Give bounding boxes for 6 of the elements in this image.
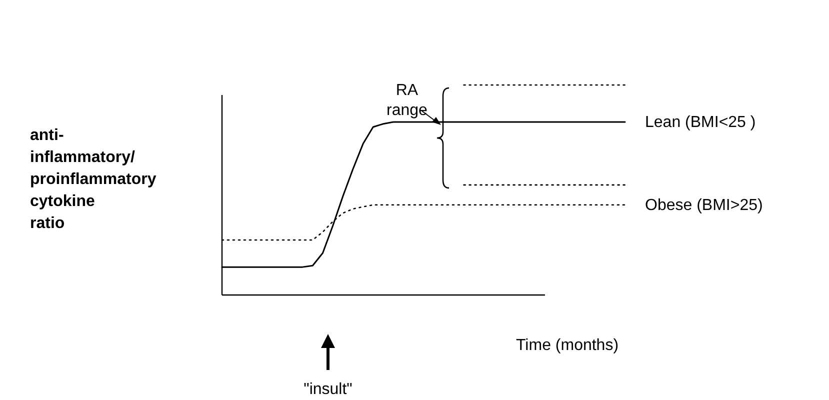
- annotation: RA range: [386, 82, 428, 119]
- y-axis-title: anti- inflammatory/ proinflammatory cytokine ratio: [30, 127, 156, 232]
- series-label: Lean (BMI<25 ): [645, 114, 756, 131]
- x-axis-title: Time (months): [516, 337, 619, 354]
- series-label: Obese (BMI>25): [645, 196, 763, 214]
- text: "insult": [304, 381, 352, 398]
